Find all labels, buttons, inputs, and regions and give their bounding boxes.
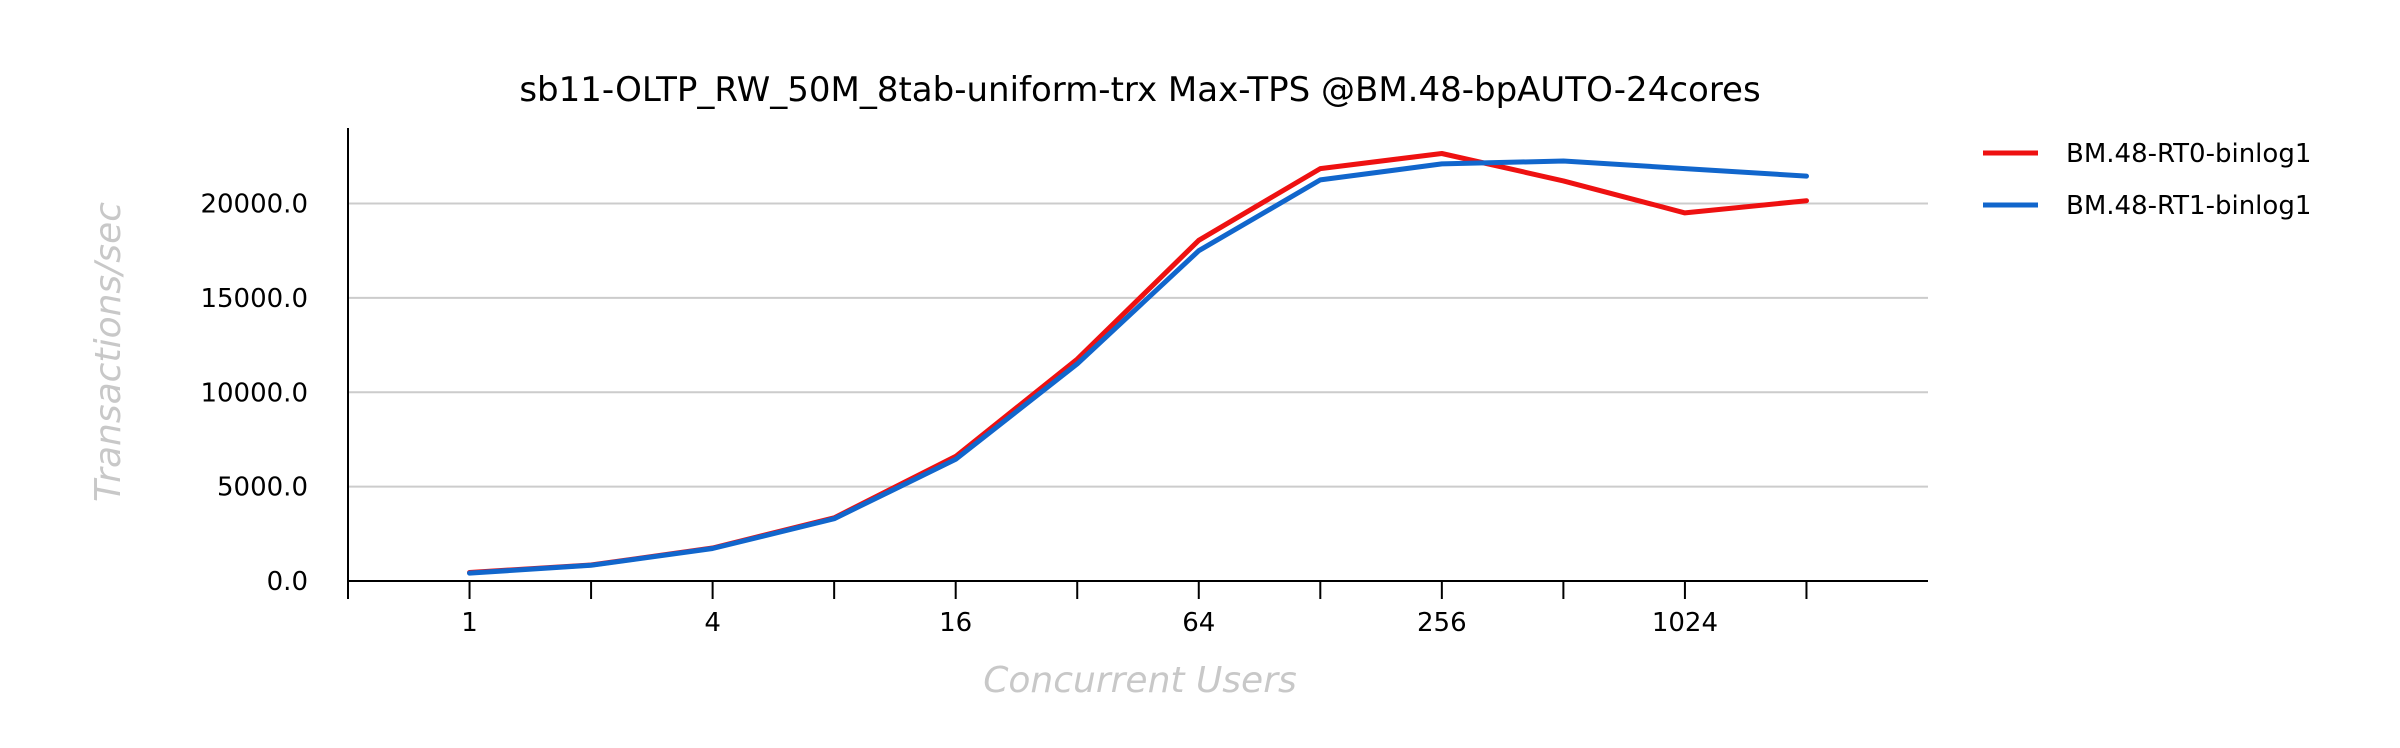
grid-lines (348, 202, 1928, 488)
series-line (467, 158, 1809, 576)
y-tick-label: 10000.0 (200, 378, 308, 408)
y-tick-label: 5000.0 (217, 473, 308, 503)
y-tick-label: 15000.0 (200, 284, 308, 314)
legend-label: BM.48-RT0-binlog1 (2066, 139, 2311, 169)
x-tick-label: 4 (704, 608, 721, 638)
y-tick-label: 20000.0 (200, 190, 308, 220)
series-line (467, 151, 1809, 575)
x-axis-label: Concurrent Users (983, 660, 1297, 701)
legend: BM.48-RT0-binlog1 BM.48-RT1-binlog1 (1983, 139, 2311, 221)
chart-title: sb11-OLTP_RW_50M_8tab-uniform-trx Max-TP… (519, 70, 1760, 110)
y-axis-label: Transactions/sec (88, 202, 129, 502)
x-tick-label: 64 (1182, 608, 1215, 638)
x-tick-label: 16 (939, 608, 972, 638)
y-tick-label: 0.0 (267, 567, 308, 597)
y-axis-ticks: 0.0 5000.0 10000.0 15000.0 20000.0 (200, 190, 308, 598)
legend-label: BM.48-RT1-binlog1 (2066, 191, 2311, 221)
series-lines (467, 151, 1809, 576)
x-tick-label: 256 (1417, 608, 1467, 638)
x-axis-ticks: 1 4 16 64 256 1024 (347, 581, 1808, 638)
x-tick-label: 1024 (1652, 608, 1718, 638)
x-tick-label: 1 (461, 608, 478, 638)
